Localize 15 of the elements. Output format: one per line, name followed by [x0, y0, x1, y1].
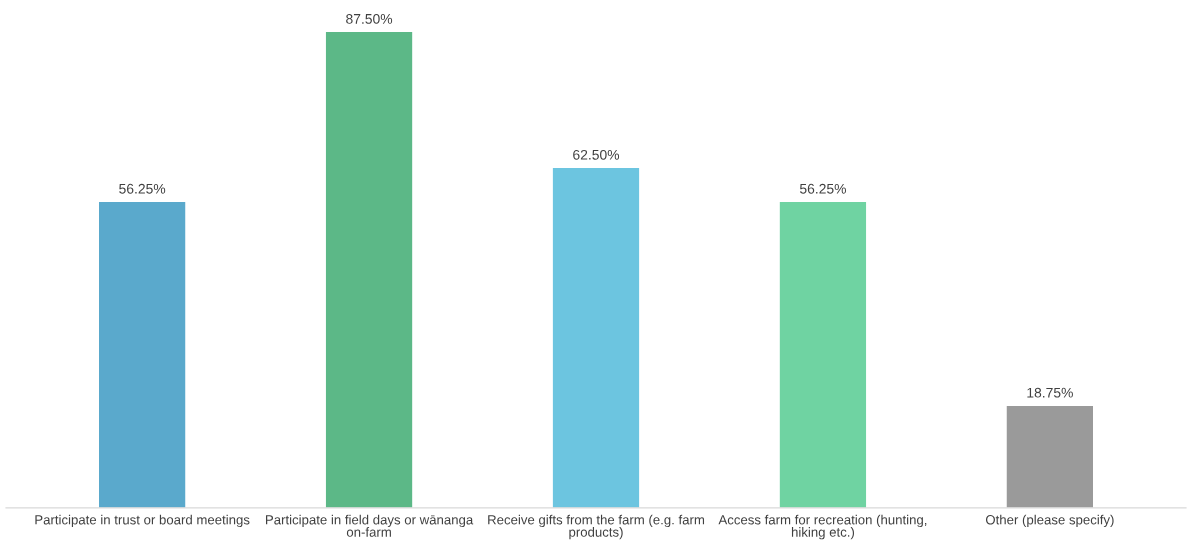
- bar: [1006, 405, 1093, 508]
- bar: [325, 32, 413, 508]
- x-tick-label: Participate in trust or board meetings: [35, 514, 250, 528]
- x-tick-label: Access farm for recreation (hunting, hiking etc.): [718, 514, 927, 540]
- x-tick-label: Other (please specify): [985, 514, 1114, 528]
- data-label: 56.25%: [799, 183, 846, 194]
- x-tick-label: Participate in field days or wānanga on-farm: [266, 514, 474, 537]
- x-tick-label: Receive gifts from the farm (e.g. farm products): [488, 514, 705, 540]
- data-label: 62.50%: [573, 149, 620, 160]
- bar: [99, 202, 186, 508]
- data-label: 18.75%: [1027, 387, 1073, 398]
- bar: [552, 168, 640, 508]
- data-label: 56.25%: [119, 183, 166, 194]
- bar: [779, 202, 867, 508]
- data-label: 87.50%: [346, 13, 393, 24]
